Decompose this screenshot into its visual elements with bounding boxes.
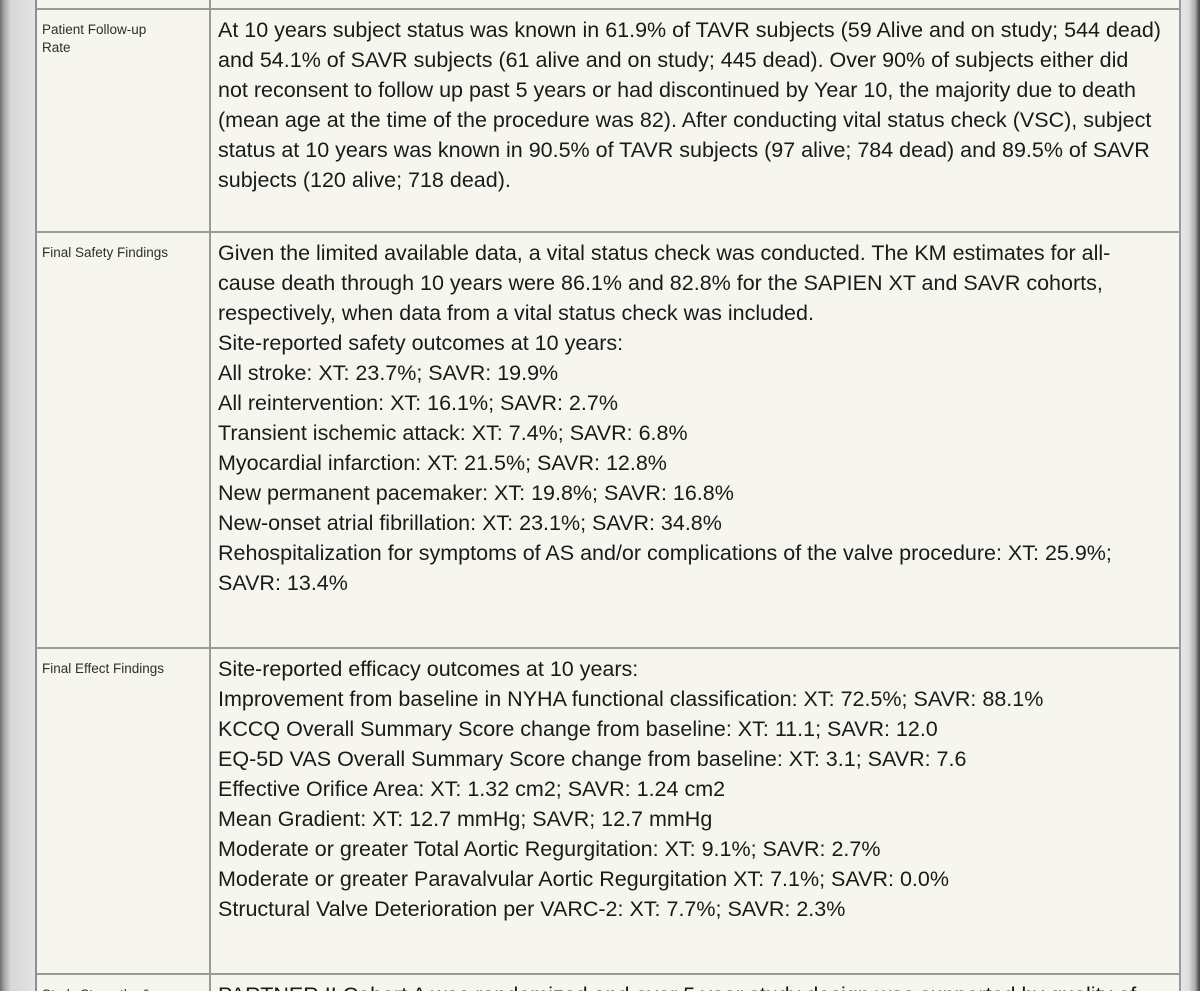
label-cell [37, 0, 211, 8]
row-label-cell: Final Effect Findings [37, 649, 211, 973]
content-paragraph: EQ-5D VAS Overall Summary Score change f… [218, 747, 967, 771]
content-cell [211, 0, 1179, 8]
content-paragraph: PARTNER II Cohort A was randomized and o… [218, 980, 1163, 991]
content-paragraph: Given the limited available data, a vita… [218, 241, 1111, 325]
content-paragraph: Moderate or greater Paravalvular Aortic … [218, 867, 949, 891]
content-paragraph: New permanent pacemaker: XT: 19.8%; SAVR… [218, 481, 734, 505]
content-paragraph: Transient ischemic attack: XT: 7.4%; SAV… [218, 421, 688, 445]
table-row-partial-top [37, 0, 1179, 8]
content-paragraph: Structural Valve Deterioration per VARC-… [218, 897, 846, 921]
row-label: Final Effect Findings [42, 661, 165, 676]
row-label-cell: Study Strengths & [37, 975, 211, 991]
content-paragraph: Site-reported safety outcomes at 10 year… [218, 331, 624, 355]
content-paragraph: Mean Gradient: XT: 12.7 mmHg; SAVR; 12.7… [218, 807, 713, 831]
page-right-edge-shadow [1181, 0, 1200, 991]
content-paragraph: Myocardial infarction: XT: 21.5%; SAVR: … [218, 451, 667, 475]
content-paragraph: New-onset atrial fibrillation: XT: 23.1%… [218, 511, 722, 535]
content-paragraph: Rehospitalization for symptoms of AS and… [218, 541, 1112, 595]
row-content-cell: PARTNER II Cohort A was randomized and o… [211, 975, 1179, 991]
row-label: Patient Follow-up Rate [42, 22, 147, 55]
content-paragraph: Improvement from baseline in NYHA functi… [218, 687, 1044, 711]
table-row: Final Safety Findings Given the limited a… [37, 231, 1179, 647]
page-left-edge-shadow [0, 0, 10, 991]
row-label-cell: Patient Follow-up Rate [37, 10, 211, 231]
content-paragraph: Site-reported efficacy outcomes at 10 ye… [218, 657, 639, 681]
table-rows: Patient Follow-up Rate At 10 years subjec… [37, 8, 1179, 991]
table-row: Final Effect Findings Site-reported effic… [37, 647, 1179, 973]
table-row: Study Strengths & PARTNER II Cohort A was… [37, 973, 1179, 991]
row-content-cell: Site-reported efficacy outcomes at 10 ye… [211, 649, 1179, 973]
row-label-cell: Final Safety Findings [37, 233, 211, 647]
row-content-cell: Given the limited available data, a vita… [211, 233, 1179, 647]
content-paragraph: Moderate or greater Total Aortic Regurgi… [218, 837, 881, 861]
row-label: Study Strengths & [42, 986, 176, 991]
page-left-gutter [10, 0, 35, 991]
content-paragraph: At 10 years subject status was known in … [218, 18, 1161, 192]
row-content-cell: At 10 years subject status was known in … [211, 10, 1179, 231]
content-paragraph: KCCQ Overall Summary Score change from b… [218, 717, 938, 741]
summary-table: Patient Follow-up Rate At 10 years subjec… [35, 0, 1181, 991]
content-paragraph: All stroke: XT: 23.7%; SAVR: 19.9% [218, 361, 559, 385]
row-label: Final Safety Findings [42, 245, 169, 260]
table-row: Patient Follow-up Rate At 10 years subjec… [37, 8, 1179, 231]
content-paragraph: Effective Orifice Area: XT: 1.32 cm2; SA… [218, 777, 726, 801]
content-paragraph: All reintervention: XT: 16.1%; SAVR: 2.7… [218, 391, 618, 415]
